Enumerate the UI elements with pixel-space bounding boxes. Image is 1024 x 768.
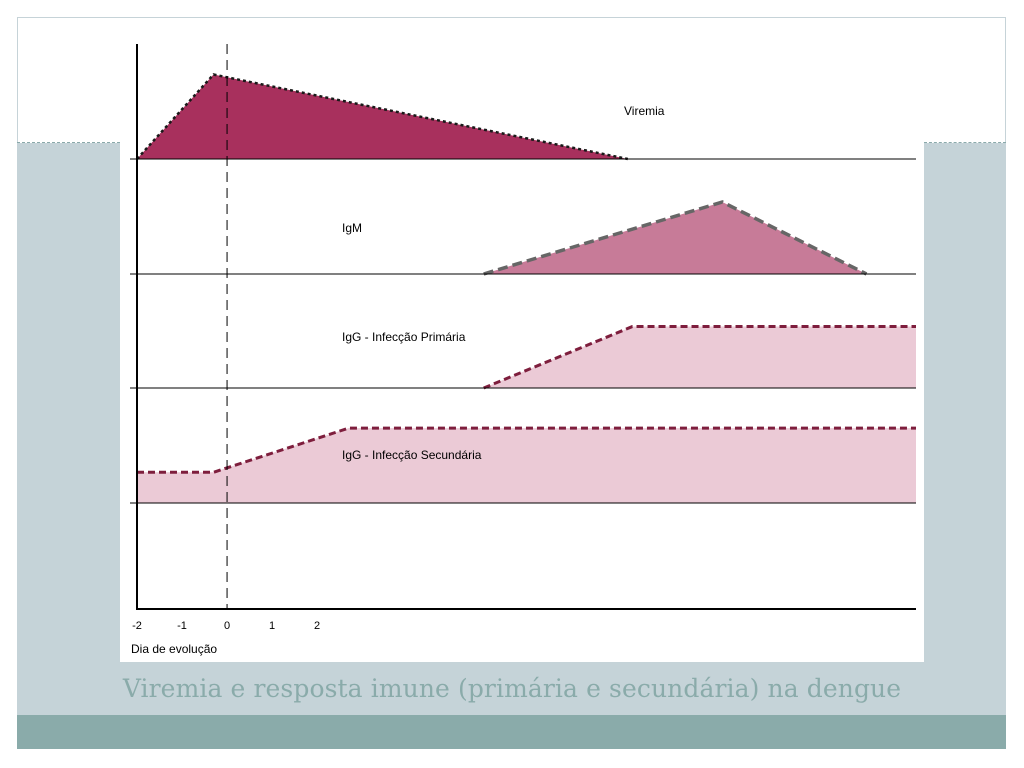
area-viremia: [137, 74, 628, 159]
area-igg-infec-o-prim-ria: [483, 326, 916, 388]
area-igm: [483, 202, 867, 274]
label-igg-infec-o-prim-ria: IgG - Infecção Primária: [342, 330, 466, 344]
slide-caption: Viremia e resposta imune (primária e sec…: [122, 674, 902, 703]
line-igm: [483, 200, 868, 276]
slide-footer-bar: [17, 715, 1006, 749]
area-igg-infec-o-secund-ria: [137, 428, 916, 503]
x-tick-label: -1: [177, 620, 187, 632]
dengue-chart: -2 -1 0 1 2 Dia de evolução Viremia IgM IgG - In…: [130, 44, 916, 656]
x-tick-label: 2: [314, 620, 320, 632]
line-igg-infec-o-secund-ria: [137, 426, 916, 474]
figure: -2 -1 0 1 2 Dia de evolução Viremia IgM IgG - In…: [120, 18, 924, 662]
label-igg-infec-o-secund-ria: IgG - Infecção Secundária: [342, 448, 482, 462]
line-viremia: [136, 73, 629, 161]
label-igm: IgM: [342, 221, 362, 235]
slide-divider-right: [924, 142, 1006, 143]
line-igg-infec-o-prim-ria: [483, 325, 916, 390]
slide-divider-left: [17, 142, 120, 143]
x-axis-label: Dia de evolução: [131, 642, 217, 656]
x-tick-label: 0: [224, 620, 230, 632]
x-tick-label: -2: [132, 620, 142, 632]
x-tick-label: 1: [269, 620, 275, 632]
label-viremia: Viremia: [624, 104, 665, 118]
